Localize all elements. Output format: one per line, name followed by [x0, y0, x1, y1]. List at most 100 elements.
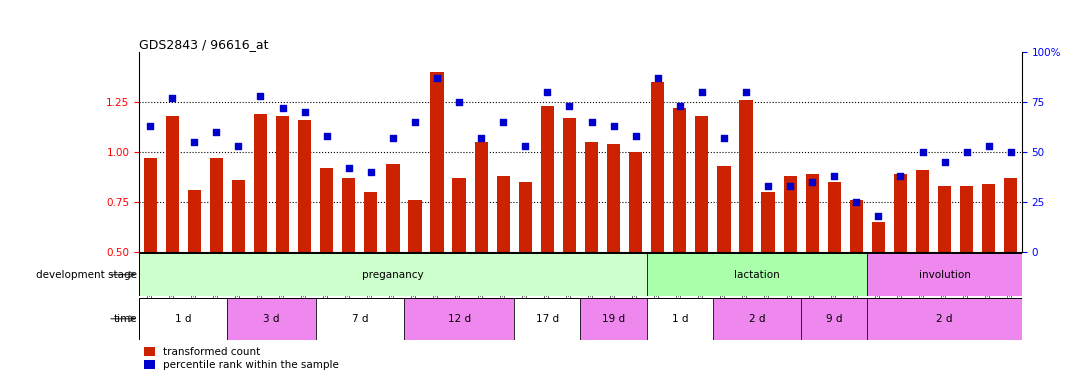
Bar — [496, 175, 510, 351]
Bar — [232, 180, 245, 351]
Point — [892, 172, 910, 179]
Point — [605, 122, 622, 129]
Point — [627, 132, 644, 139]
Point — [230, 142, 247, 149]
Bar — [453, 178, 465, 351]
Point — [318, 132, 335, 139]
Point — [804, 179, 821, 185]
Text: preganancy: preganancy — [362, 270, 424, 280]
Point — [693, 89, 710, 95]
Bar — [916, 170, 929, 351]
Bar — [646, 253, 868, 296]
Bar — [254, 114, 268, 351]
Point — [363, 169, 380, 175]
Point — [980, 142, 997, 149]
Bar — [673, 108, 687, 351]
Point — [716, 135, 733, 141]
Bar — [342, 178, 355, 351]
Bar — [696, 116, 708, 351]
Text: 7 d: 7 d — [352, 314, 368, 324]
Point — [186, 139, 203, 145]
Bar — [563, 118, 576, 351]
Text: 3 d: 3 d — [263, 314, 279, 324]
Point — [847, 199, 865, 205]
Bar — [228, 298, 316, 340]
Bar — [651, 82, 664, 351]
Point — [428, 75, 445, 81]
Bar — [629, 152, 642, 351]
Bar — [143, 158, 157, 351]
Bar — [717, 166, 731, 351]
Bar — [1004, 178, 1018, 351]
Point — [164, 95, 181, 101]
Bar — [540, 106, 554, 351]
Text: 1 d: 1 d — [175, 314, 192, 324]
Point — [936, 159, 953, 165]
Bar — [607, 144, 621, 351]
Bar — [364, 192, 378, 351]
Point — [826, 172, 843, 179]
Point — [539, 89, 556, 95]
Bar — [519, 182, 532, 351]
Text: involution: involution — [919, 270, 970, 280]
Point — [737, 89, 754, 95]
Bar — [210, 158, 223, 351]
Bar — [762, 192, 775, 351]
Point — [870, 212, 887, 218]
Bar — [139, 298, 228, 340]
Bar — [868, 253, 1022, 296]
Point — [494, 119, 511, 125]
Bar — [585, 142, 598, 351]
Text: 12 d: 12 d — [447, 314, 471, 324]
Bar — [960, 185, 974, 351]
Point — [450, 99, 468, 105]
Bar — [320, 168, 334, 351]
Bar — [868, 298, 1022, 340]
Text: development stage: development stage — [36, 270, 137, 280]
Text: 2 d: 2 d — [749, 314, 765, 324]
Text: 17 d: 17 d — [536, 314, 559, 324]
Point — [760, 182, 777, 189]
Point — [296, 109, 314, 115]
Bar — [713, 298, 801, 340]
Bar — [297, 120, 311, 351]
Point — [958, 149, 975, 155]
Bar — [515, 298, 580, 340]
Point — [561, 103, 578, 109]
Text: 2 d: 2 d — [936, 314, 953, 324]
Bar — [316, 298, 403, 340]
Text: 1 d: 1 d — [672, 314, 688, 324]
Bar — [139, 253, 646, 296]
Bar — [276, 116, 289, 351]
Bar — [187, 190, 201, 351]
Text: 9 d: 9 d — [826, 314, 842, 324]
Point — [583, 119, 600, 125]
Bar — [827, 182, 841, 351]
Bar — [409, 200, 422, 351]
Bar — [938, 185, 951, 351]
Bar — [806, 174, 819, 351]
Point — [517, 142, 534, 149]
Point — [274, 105, 291, 111]
Bar — [403, 298, 515, 340]
Legend: transformed count, percentile rank within the sample: transformed count, percentile rank withi… — [144, 347, 339, 370]
Bar — [893, 174, 907, 351]
Point — [649, 75, 667, 81]
Text: 19 d: 19 d — [602, 314, 625, 324]
Text: GDS2843 / 96616_at: GDS2843 / 96616_at — [139, 38, 269, 51]
Point — [340, 165, 357, 171]
Point — [384, 135, 401, 141]
Bar — [982, 184, 995, 351]
Bar — [646, 298, 713, 340]
Text: lactation: lactation — [734, 270, 780, 280]
Point — [473, 135, 490, 141]
Point — [914, 149, 931, 155]
Point — [251, 93, 269, 99]
Point — [407, 119, 424, 125]
Point — [141, 122, 158, 129]
Point — [208, 129, 225, 135]
Text: time: time — [113, 314, 137, 324]
Point — [1003, 149, 1020, 155]
Bar — [850, 200, 862, 351]
Point — [781, 182, 798, 189]
